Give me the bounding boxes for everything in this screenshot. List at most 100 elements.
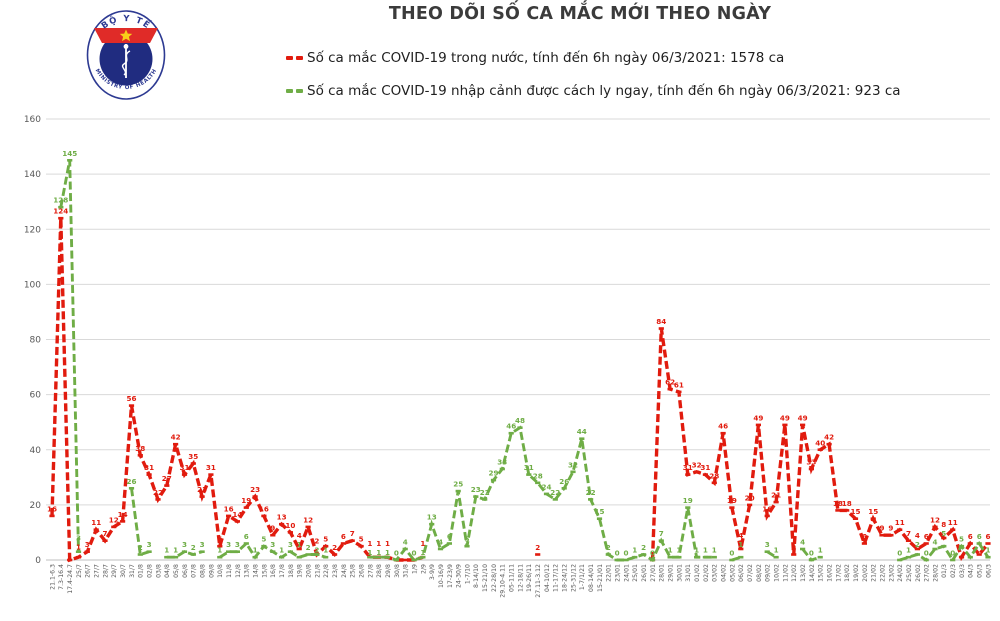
point-marker	[905, 555, 912, 559]
series-imported-line	[58, 159, 991, 563]
x-tick-label: 03/3	[959, 564, 966, 578]
x-tick-label: 10-16/9	[438, 564, 445, 588]
point-marker	[561, 487, 567, 490]
point-marker	[67, 159, 73, 162]
data-label: 7	[906, 529, 911, 538]
data-label: 3	[235, 540, 240, 549]
point-marker	[393, 558, 399, 562]
x-tick-label: 2/9	[420, 564, 427, 574]
data-label: 31	[206, 463, 216, 472]
point-marker	[835, 509, 841, 512]
point-marker	[914, 547, 920, 551]
data-label: 2	[641, 543, 646, 552]
x-tick-label: 13/8	[244, 564, 251, 578]
point-marker	[164, 555, 170, 559]
data-label: 14	[118, 510, 128, 519]
x-tick-label: 14/8	[253, 564, 260, 578]
legend-dash-icon	[286, 56, 293, 60]
point-marker	[985, 555, 991, 559]
data-label: 26	[559, 477, 569, 486]
point-marker	[950, 528, 956, 531]
data-label: 3	[182, 540, 187, 549]
x-tick-label: 31/7	[129, 564, 136, 578]
x-tick-label: 11/02	[782, 564, 789, 582]
y-tick-label: 80	[30, 336, 42, 346]
point-marker	[526, 473, 532, 476]
data-label: 84	[656, 317, 666, 326]
point-marker	[314, 553, 320, 556]
data-label: 29	[488, 469, 498, 478]
legend-dash-icon	[286, 89, 293, 93]
data-label: 23	[197, 485, 207, 494]
data-label: 9	[888, 524, 893, 533]
data-label: 4	[403, 538, 408, 547]
point-marker	[146, 473, 152, 476]
x-tick-label: 05-11/11	[509, 564, 516, 592]
data-label: 31	[144, 463, 154, 472]
x-tick-label: 25/8	[350, 564, 357, 578]
point-marker	[173, 442, 179, 446]
data-label: 1	[367, 539, 372, 548]
data-label: 2	[915, 540, 920, 549]
point-marker	[579, 437, 585, 440]
data-label: 124	[53, 207, 68, 216]
point-marker	[588, 498, 594, 501]
point-marker	[173, 555, 179, 559]
x-tick-label: 29.10-4.11	[500, 564, 507, 598]
point-marker	[137, 553, 143, 556]
point-marker	[791, 553, 797, 556]
point-marker	[685, 473, 691, 476]
point-marker	[367, 555, 373, 559]
series-segment	[59, 160, 80, 552]
point-marker	[985, 542, 991, 545]
point-marker	[879, 533, 885, 537]
x-tick-label: 20/8	[306, 564, 313, 578]
point-marker	[199, 550, 205, 553]
x-tick-label: 28/02	[932, 564, 939, 582]
data-label: 2	[138, 543, 143, 552]
data-label: 32	[568, 460, 578, 469]
data-label: 0	[615, 549, 620, 558]
x-tick-label: 17/8	[279, 564, 286, 578]
data-label: 3	[147, 540, 152, 549]
page-title: THEO DÕI SỐ CA MẮC MỚI THEO NGÀY	[388, 4, 772, 24]
point-marker	[817, 448, 823, 451]
data-label: 1	[385, 548, 390, 557]
data-label: 1	[703, 546, 708, 555]
point-marker	[287, 531, 293, 534]
x-tick-label: 17-23/9	[447, 564, 454, 588]
x-tick-label: 28/8	[376, 564, 383, 578]
point-marker	[800, 423, 806, 427]
data-label: 3	[85, 540, 90, 549]
data-label: 22	[550, 488, 560, 497]
legend-dash-icon	[296, 89, 303, 93]
x-tick-label: 1-7/10	[464, 564, 471, 584]
point-marker	[296, 547, 302, 551]
point-marker	[711, 555, 717, 559]
x-tick-label: 06/3	[985, 564, 992, 578]
point-marker	[75, 555, 82, 559]
point-marker	[967, 555, 973, 559]
data-label: 1	[420, 539, 425, 548]
x-tick-label: 21/02	[871, 564, 878, 582]
data-label: 3	[200, 540, 205, 549]
data-label: 1	[217, 546, 222, 555]
point-marker	[711, 481, 717, 485]
x-tick-label: 26/8	[359, 564, 366, 578]
x-tick-label: 1-7/1/21	[579, 564, 586, 590]
point-marker	[658, 539, 664, 542]
data-label: 1	[420, 548, 425, 557]
data-label: 6	[341, 532, 346, 541]
point-marker	[146, 550, 152, 553]
data-label: 3	[76, 534, 81, 543]
x-tick-label: 16/8	[270, 564, 277, 578]
data-label: 1	[676, 546, 681, 555]
point-marker	[67, 558, 73, 562]
y-gridlines	[46, 118, 990, 561]
x-tick-label: 11-17/12	[553, 564, 560, 592]
data-label: 4	[738, 531, 743, 540]
data-label: 16	[224, 504, 234, 513]
x-tick-label: 06/8	[182, 564, 189, 578]
x-tick-label: 01/3	[941, 564, 948, 578]
